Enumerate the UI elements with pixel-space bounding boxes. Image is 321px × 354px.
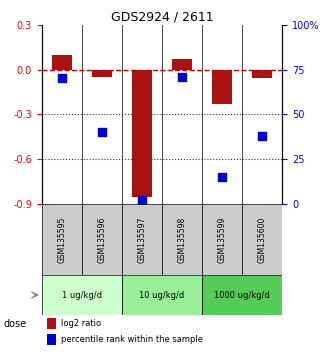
Point (220, 174, 225, 180)
Text: GSM135599: GSM135599 (218, 216, 227, 263)
Point (59, 76, 64, 81)
Bar (212, 69, 232, 104)
FancyBboxPatch shape (202, 204, 242, 275)
Text: percentile rank within the sample: percentile rank within the sample (61, 335, 203, 344)
FancyBboxPatch shape (242, 204, 282, 275)
FancyBboxPatch shape (122, 204, 162, 275)
FancyBboxPatch shape (42, 275, 122, 315)
Bar (47, 318, 56, 329)
Text: GSM135597: GSM135597 (137, 216, 147, 263)
Text: GSM135595: GSM135595 (57, 216, 66, 263)
Text: log2 ratio: log2 ratio (61, 319, 101, 328)
FancyBboxPatch shape (162, 204, 202, 275)
Title: GDS2924 / 2611: GDS2924 / 2611 (111, 11, 213, 24)
Bar (132, 69, 152, 197)
Text: GSM135600: GSM135600 (258, 216, 267, 263)
Text: 10 ug/kg/d: 10 ug/kg/d (140, 291, 185, 299)
Text: GSM135596: GSM135596 (97, 216, 107, 263)
FancyBboxPatch shape (82, 204, 122, 275)
Bar (92, 69, 112, 77)
Point (180, 74, 185, 80)
Point (100, 129, 105, 135)
Bar (172, 59, 192, 69)
FancyBboxPatch shape (42, 204, 82, 275)
Text: 1000 ug/kg/d: 1000 ug/kg/d (214, 291, 270, 299)
Text: GSM135598: GSM135598 (178, 216, 187, 263)
Bar (47, 334, 56, 345)
Text: 1 ug/kg/d: 1 ug/kg/d (62, 291, 102, 299)
Point (140, 197, 145, 203)
Bar (52, 55, 72, 69)
FancyBboxPatch shape (202, 275, 282, 315)
Bar (252, 69, 273, 78)
Point (260, 133, 265, 138)
FancyBboxPatch shape (122, 275, 202, 315)
Text: dose: dose (3, 319, 26, 329)
